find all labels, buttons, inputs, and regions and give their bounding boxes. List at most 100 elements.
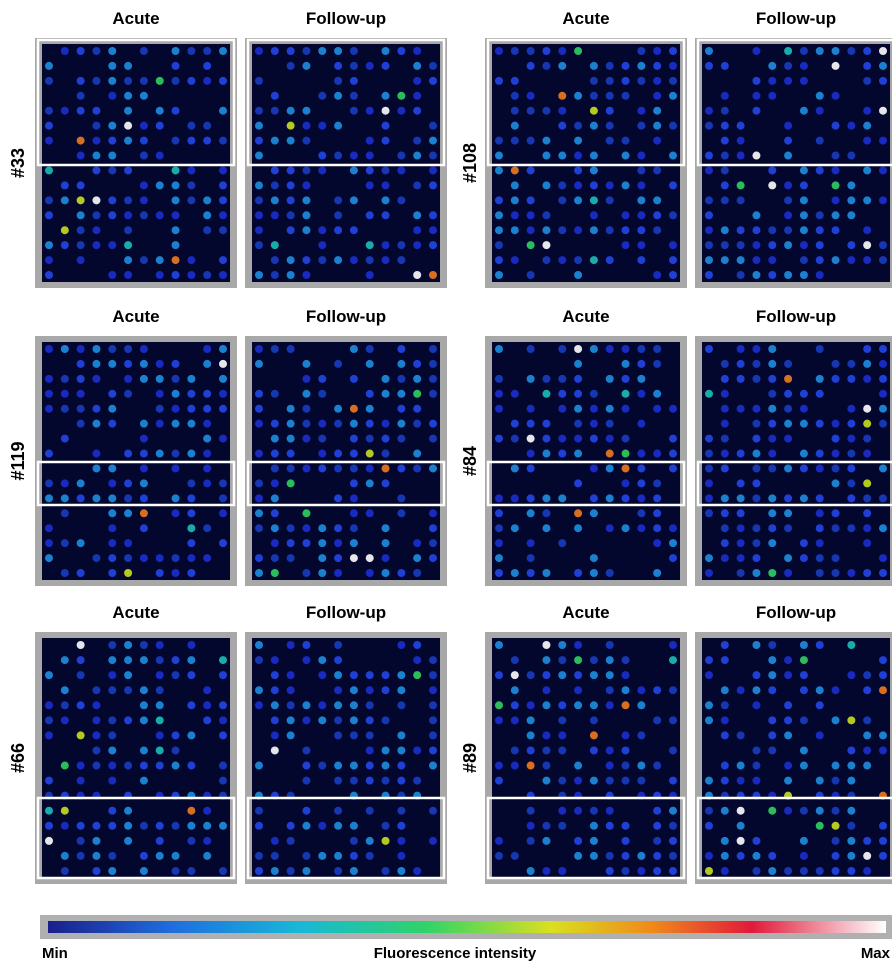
spot <box>768 92 776 100</box>
spot <box>606 375 614 383</box>
spot <box>219 656 227 664</box>
spot <box>203 686 211 694</box>
spot <box>527 196 535 204</box>
spot <box>219 166 227 174</box>
spot <box>255 686 263 694</box>
spot <box>140 494 148 502</box>
spot <box>705 464 713 472</box>
spot <box>61 701 69 709</box>
spot <box>606 686 614 694</box>
spot <box>816 539 824 547</box>
spot <box>737 569 745 577</box>
spot <box>816 166 824 174</box>
spot <box>334 867 342 875</box>
spot <box>879 494 887 502</box>
spot <box>705 435 713 443</box>
spot <box>287 181 295 189</box>
spot <box>140 122 148 130</box>
spot <box>784 226 792 234</box>
spot <box>542 686 550 694</box>
spot <box>558 450 566 458</box>
spot <box>397 701 405 709</box>
spot <box>527 226 535 234</box>
spot <box>287 686 295 694</box>
spot <box>606 122 614 130</box>
spot <box>816 390 824 398</box>
spot <box>847 152 855 160</box>
spot <box>318 375 326 383</box>
spot <box>495 166 503 174</box>
image-label: Acute <box>562 603 609 622</box>
spot <box>721 390 729 398</box>
spot <box>784 196 792 204</box>
spot <box>334 569 342 577</box>
spot <box>366 686 374 694</box>
spot <box>92 852 100 860</box>
spot <box>558 539 566 547</box>
spot <box>302 360 310 368</box>
spot <box>334 777 342 785</box>
spot <box>172 62 180 70</box>
spot <box>77 256 85 264</box>
spot <box>77 181 85 189</box>
spot <box>429 837 437 845</box>
spot <box>187 822 195 830</box>
spot <box>156 181 164 189</box>
spot <box>271 211 279 219</box>
spot <box>737 137 745 145</box>
spot <box>334 671 342 679</box>
spot <box>784 731 792 739</box>
spot <box>255 701 263 709</box>
spot <box>606 92 614 100</box>
spot <box>542 375 550 383</box>
spot <box>705 671 713 679</box>
spot <box>77 777 85 785</box>
spot <box>172 656 180 664</box>
spot <box>334 464 342 472</box>
spot <box>302 211 310 219</box>
spot <box>669 554 677 562</box>
spot <box>172 390 180 398</box>
spot <box>219 137 227 145</box>
spot <box>863 122 871 130</box>
spot <box>495 271 503 279</box>
spot <box>350 435 358 443</box>
spot <box>606 656 614 664</box>
spot <box>590 435 598 443</box>
spot <box>863 494 871 502</box>
spot <box>768 641 776 649</box>
spot <box>203 716 211 724</box>
spot <box>140 435 148 443</box>
spot <box>558 746 566 754</box>
spot <box>574 807 582 815</box>
spot <box>847 852 855 860</box>
spot <box>108 420 116 428</box>
spot <box>302 822 310 830</box>
spot <box>287 671 295 679</box>
spot <box>669 450 677 458</box>
spot <box>203 405 211 413</box>
spot <box>219 762 227 770</box>
spot <box>108 47 116 55</box>
spot <box>318 166 326 174</box>
spot <box>108 196 116 204</box>
spot <box>495 211 503 219</box>
spot <box>574 837 582 845</box>
spot <box>334 494 342 502</box>
spot <box>77 837 85 845</box>
spot <box>590 62 598 70</box>
spot <box>382 92 390 100</box>
spot <box>705 494 713 502</box>
spot <box>800 226 808 234</box>
spot <box>705 47 713 55</box>
spot <box>156 211 164 219</box>
spot <box>203 450 211 458</box>
spot <box>542 509 550 517</box>
spot <box>124 509 132 517</box>
spot <box>590 746 598 754</box>
spot <box>61 686 69 694</box>
image-label: Follow-up <box>306 603 386 622</box>
spot <box>721 852 729 860</box>
spot <box>350 226 358 234</box>
spot <box>350 822 358 830</box>
